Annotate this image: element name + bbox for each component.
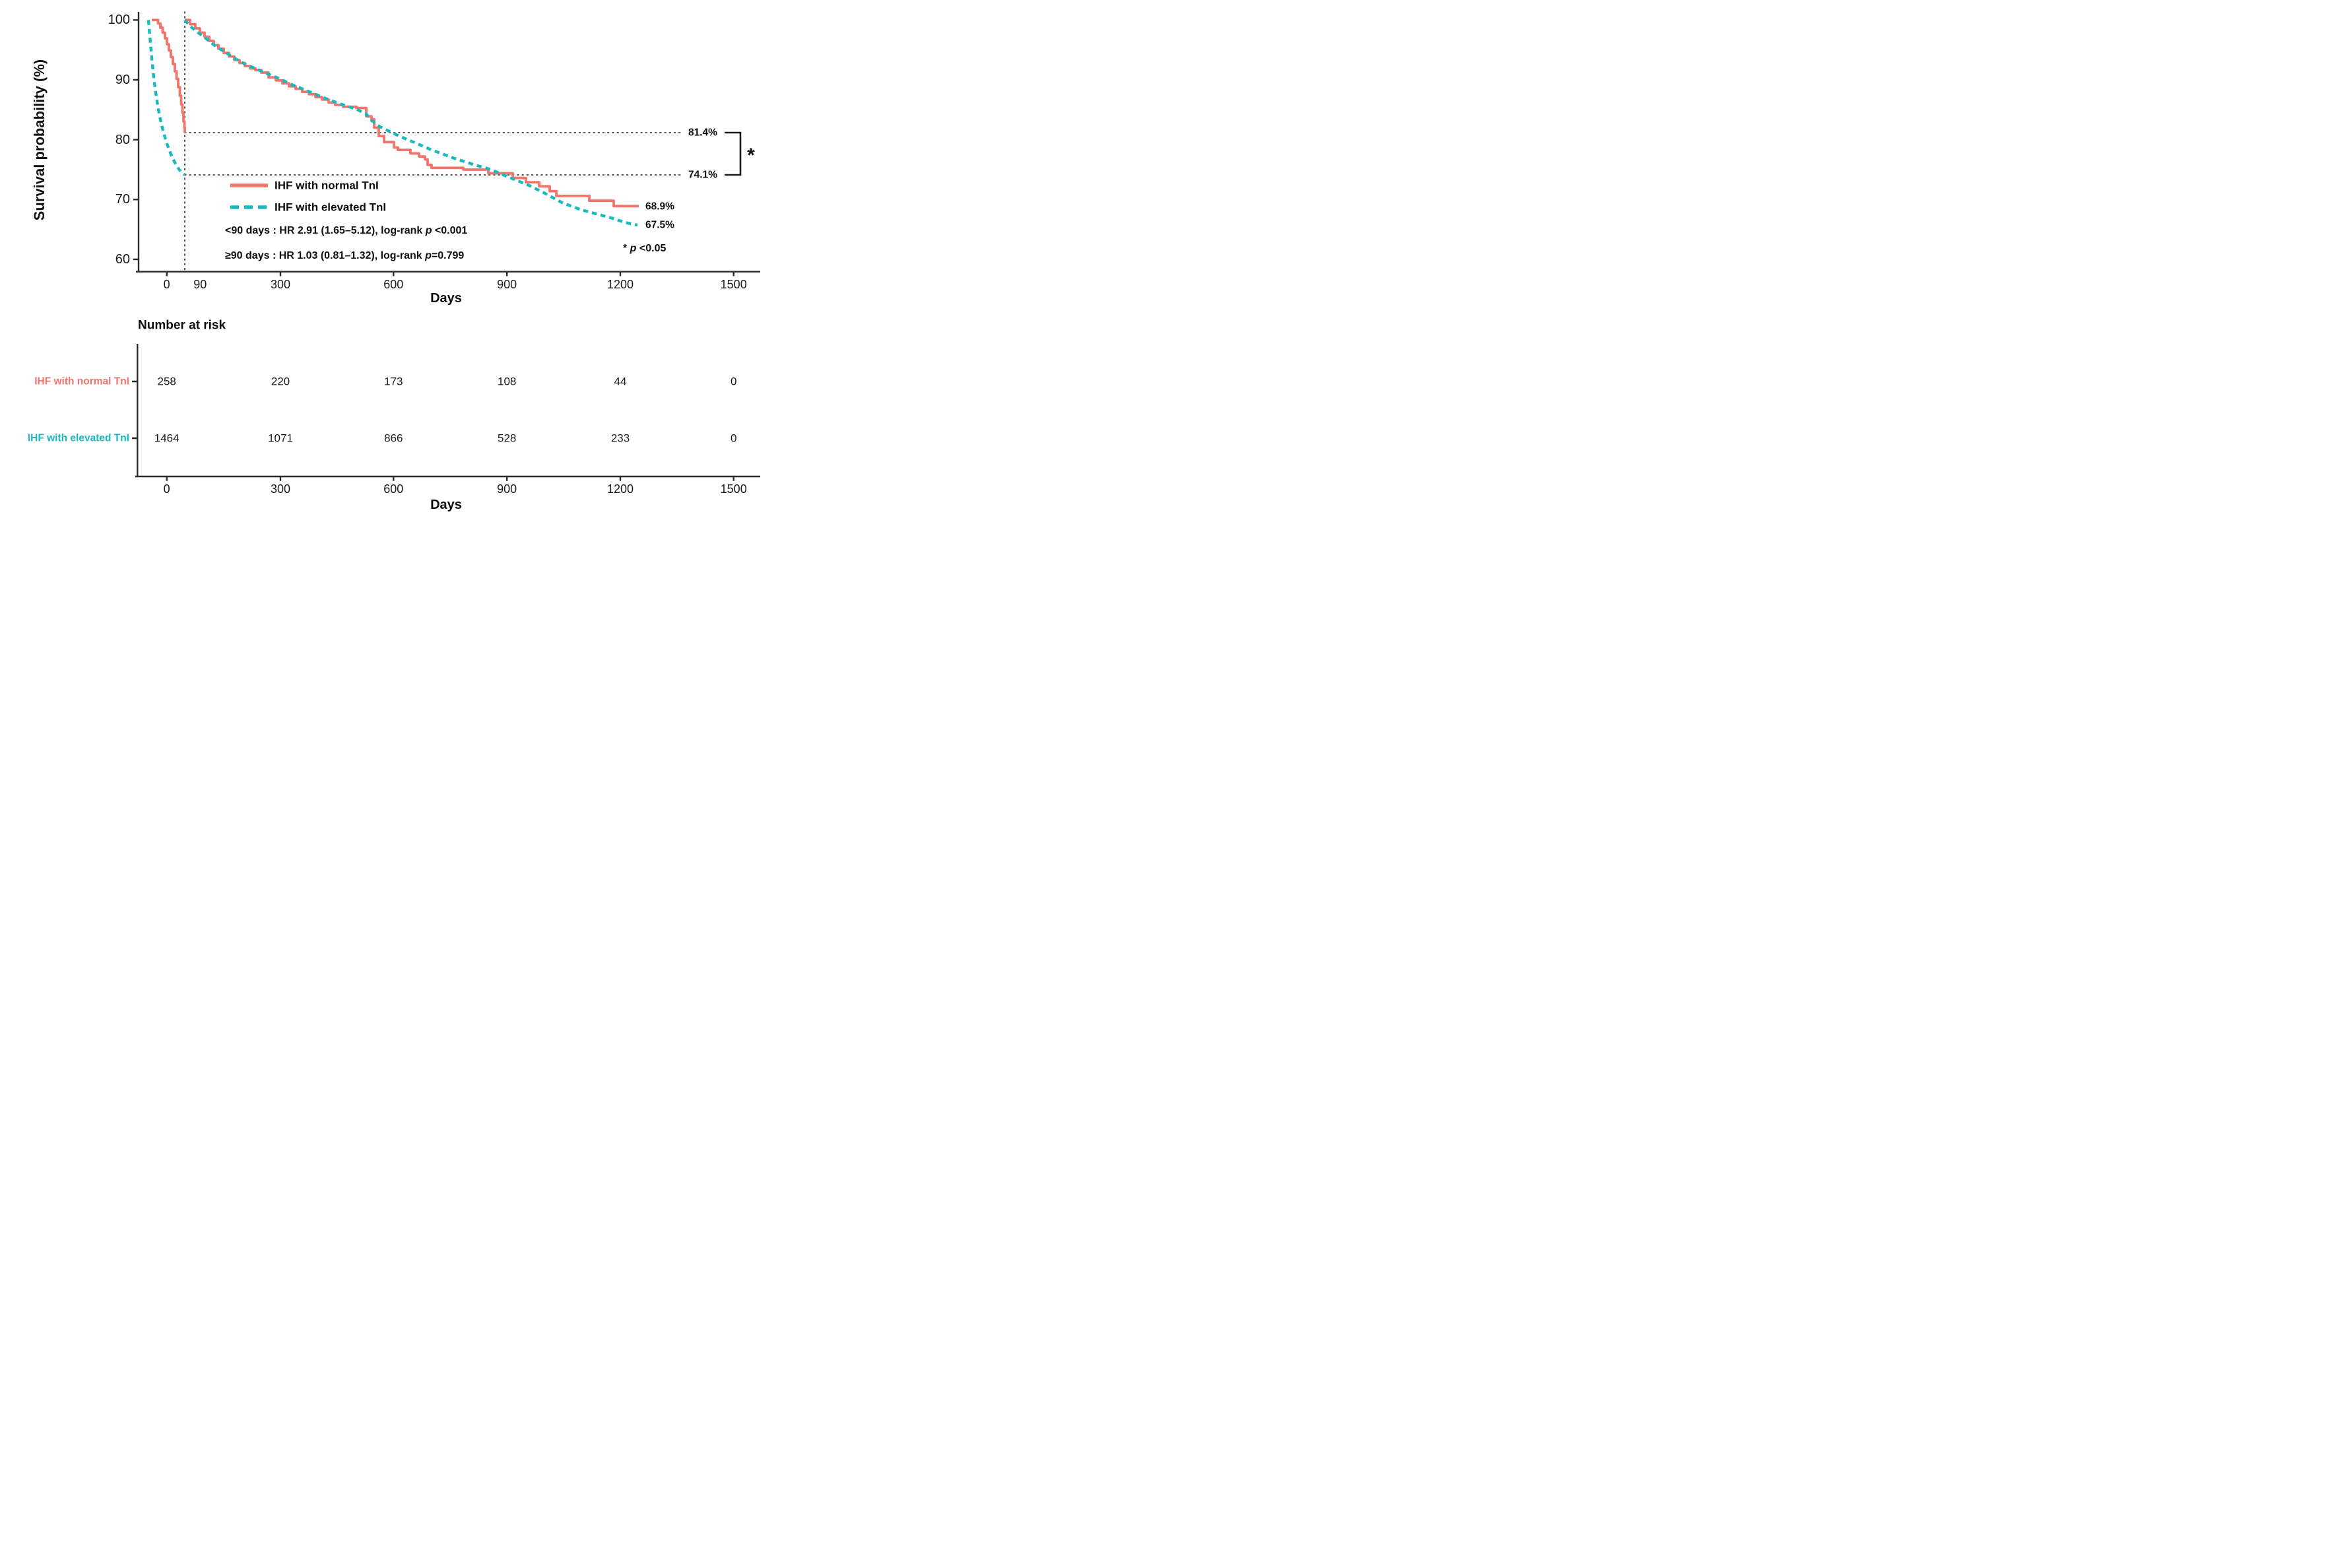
risk-value: 108 (498, 375, 517, 388)
value-label-81-4: 81.4% (688, 127, 717, 139)
x-tick-600: 600 (383, 278, 404, 291)
risk-value: 528 (498, 432, 517, 445)
value-label-68-9: 68.9% (645, 201, 674, 212)
annotation-lt90-p: p (425, 225, 432, 236)
risk-value: 233 (610, 432, 630, 445)
x-axis-title: Days (430, 291, 462, 306)
value-label-74-1: 74.1% (688, 169, 717, 181)
y-tick-60: 60 (115, 252, 130, 267)
risk-value: 1464 (154, 432, 179, 445)
risk-x-tick-0: 0 (163, 482, 170, 496)
risk-value: 44 (614, 375, 627, 388)
significance-bracket (725, 131, 742, 176)
risk-x-tick-marks (166, 476, 734, 481)
annotation-ge90-prefix: ≥90 days : HR 1.03 (0.81–1.32), log-rank (225, 250, 426, 261)
legend-label-normal: IHF with normal TnI (275, 179, 379, 192)
risk-value: 220 (271, 375, 290, 388)
value-label-67-5: 67.5% (645, 219, 674, 231)
x-tick-1200: 1200 (606, 278, 634, 291)
curve-normal-phase2 (185, 18, 639, 208)
bracket-asterisk: * (747, 145, 755, 166)
risk-x-tick-1500: 1500 (720, 482, 747, 496)
significance-note: * p <0.05 (623, 244, 666, 254)
y-tick-70: 70 (115, 192, 130, 207)
y-axis-title: Survival probability (%) (31, 59, 48, 221)
significance-note-star: * (623, 243, 630, 254)
annotation-ge90-p: p (425, 250, 432, 261)
y-tick-80: 80 (115, 133, 130, 147)
curve-normal-phase1 (152, 18, 186, 133)
risk-value: 173 (384, 375, 403, 388)
y-tick-100: 100 (108, 13, 130, 27)
risk-row-label-normal: IHF with normal TnI (34, 376, 129, 387)
significance-note-suffix: <0.05 (636, 243, 667, 254)
risk-row-label-elevated: IHF with elevated TnI (27, 432, 129, 444)
top-chart-axes (133, 12, 760, 277)
risk-x-axis-title: Days (430, 498, 462, 512)
risk-value: 1071 (268, 432, 293, 445)
curve-elevated-phase2 (183, 18, 638, 227)
significance-note-p: p (630, 243, 637, 254)
risk-value: 0 (730, 432, 737, 445)
risk-x-tick-300: 300 (270, 482, 291, 496)
risk-x-tick-600: 600 (383, 482, 404, 496)
risk-table-axes (132, 344, 760, 481)
survival-curves (146, 18, 639, 227)
km-survival-figure: Survival probability (%) 100 90 80 70 60… (0, 0, 781, 523)
x-tick-900: 900 (497, 278, 517, 291)
annotation-lt90-suffix: <0.001 (432, 225, 468, 236)
survival-plot-canvas (132, 11, 760, 481)
annotation-lt90: <90 days : HR 2.91 (1.65–5.12), log-rank… (225, 226, 467, 236)
reference-lines (184, 11, 684, 273)
annotation-ge90-suffix: =0.799 (431, 250, 465, 261)
y-tick-90: 90 (115, 73, 130, 87)
annotation-lt90-prefix: <90 days : HR 2.91 (1.65–5.12), log-rank (225, 225, 426, 236)
risk-value: 258 (157, 375, 176, 388)
risk-x-tick-900: 900 (497, 482, 517, 496)
risk-x-tick-1200: 1200 (606, 482, 634, 496)
risk-table-title: Number at risk (138, 318, 226, 333)
annotation-ge90: ≥90 days : HR 1.03 (0.81–1.32), log-rank… (225, 251, 464, 261)
curve-elevated-phase1 (146, 20, 186, 176)
x-tick-300: 300 (270, 278, 291, 291)
y-tick-marks (133, 19, 139, 261)
legend-swatches (230, 183, 268, 209)
risk-row-tick-marks (132, 380, 138, 440)
x-tick-0: 0 (163, 278, 170, 291)
x-tick-90: 90 (193, 278, 207, 291)
x-tick-marks (166, 271, 734, 277)
risk-value: 0 (730, 375, 737, 388)
legend-label-elevated: IHF with elevated TnI (275, 201, 387, 214)
risk-value: 866 (384, 432, 403, 445)
x-tick-1500: 1500 (720, 278, 747, 291)
